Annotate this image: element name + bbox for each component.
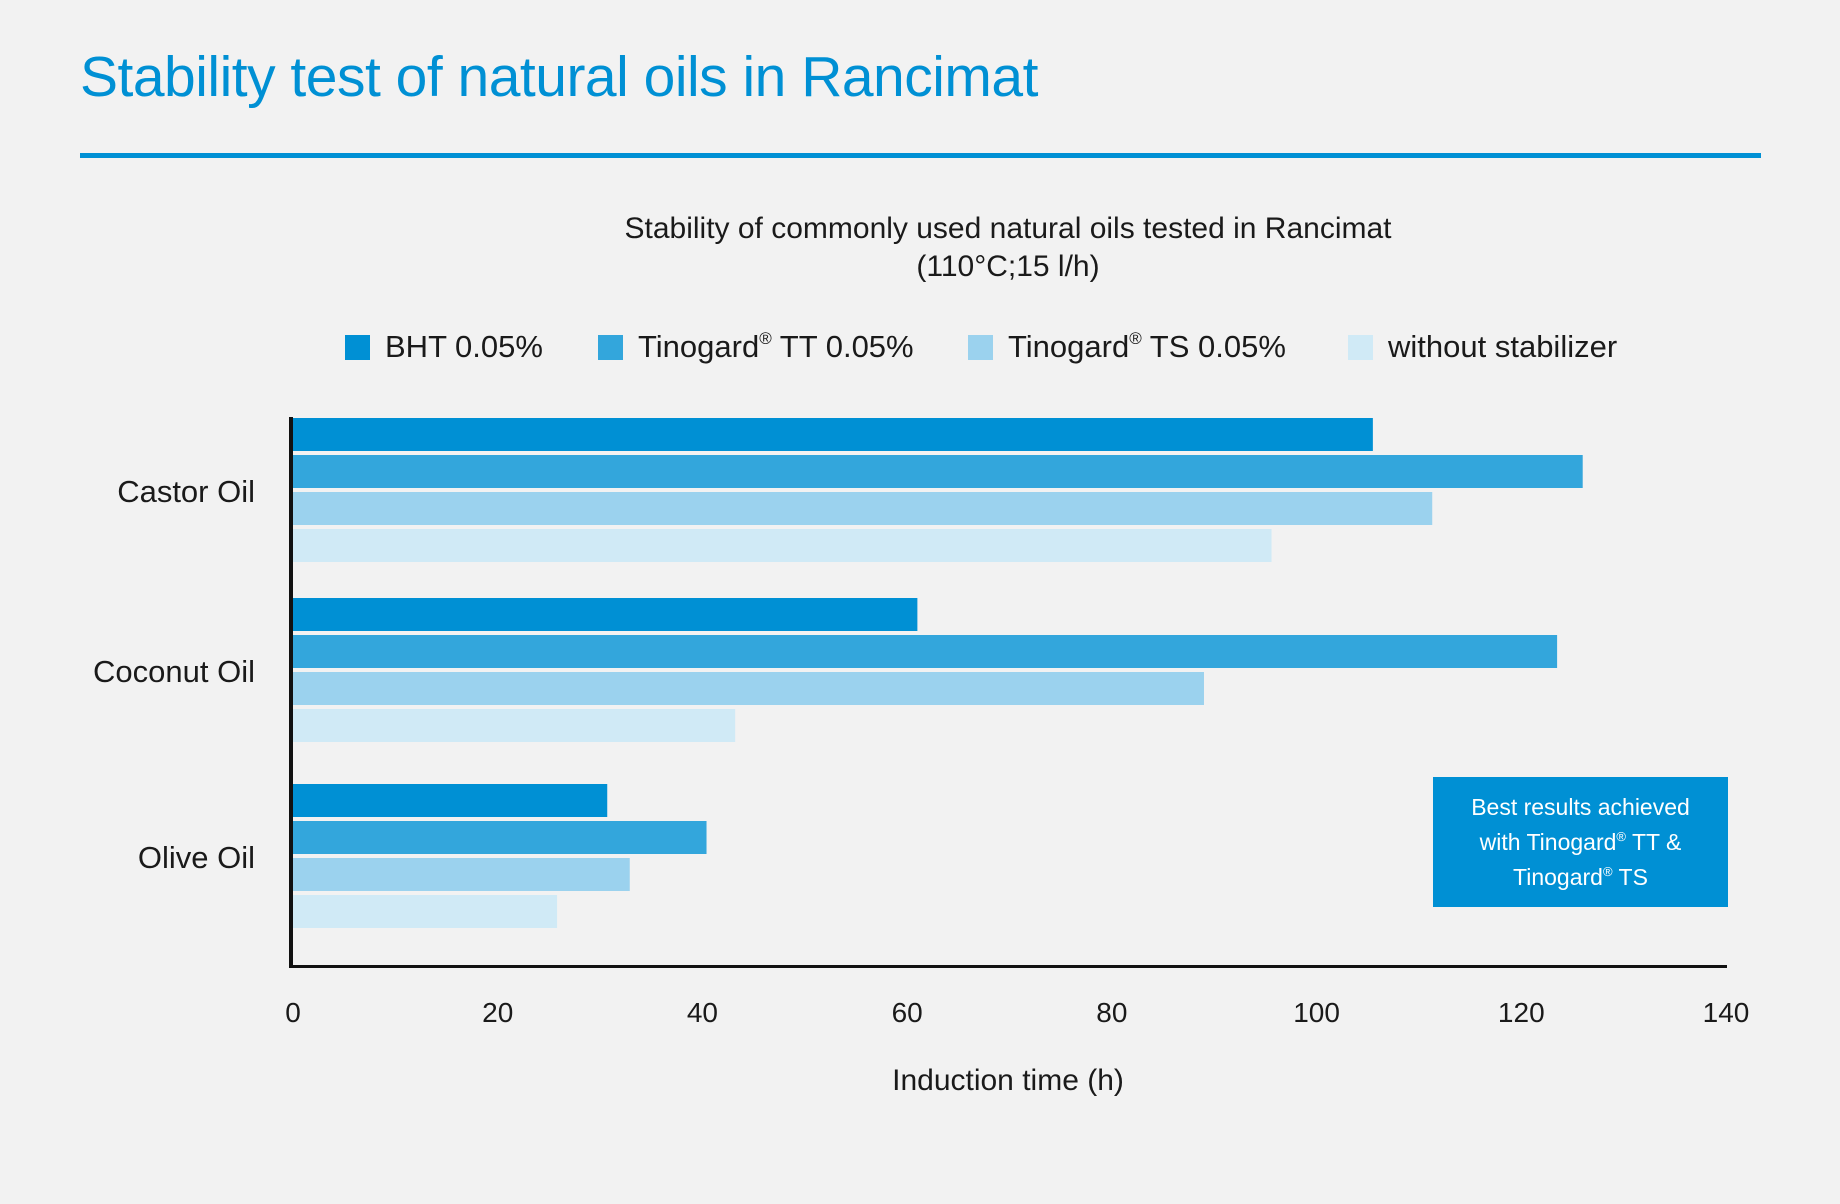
x-tick-label: 140 bbox=[1703, 997, 1750, 1028]
legend-label-without-stabilizer: without stabilizer bbox=[1388, 329, 1618, 364]
title-divider bbox=[80, 153, 1761, 158]
chart-legend: BHT 0.05% Tinogard® TT 0.05% Tinogard® T… bbox=[0, 326, 1840, 368]
x-tick-label: 120 bbox=[1498, 997, 1545, 1028]
callout-line-3: Tinogard® TS bbox=[1513, 863, 1648, 890]
page-title: Stability test of natural oils in Rancim… bbox=[80, 45, 1038, 109]
bar-castor-oil-series-2 bbox=[293, 492, 1433, 525]
bar-coconut-oil-series-0 bbox=[293, 598, 918, 631]
x-axis-title: Induction time (h) bbox=[892, 1064, 1124, 1097]
chart-subtitle: (110°C;15 l/h) bbox=[916, 250, 1100, 283]
legend-label-tinogard-ts: Tinogard® TS 0.05% bbox=[1008, 329, 1286, 364]
bar-coconut-oil-series-1 bbox=[293, 635, 1558, 668]
callout-line-1: Best results achieved bbox=[1471, 793, 1690, 820]
legend-swatch-bht bbox=[345, 334, 370, 360]
legend-swatch-tinogard-tt bbox=[598, 334, 623, 360]
bar-castor-oil-series-1 bbox=[293, 455, 1583, 488]
legend-item-tinogard-ts: Tinogard® TS 0.05% bbox=[968, 326, 1286, 368]
bar-castor-oil-series-0 bbox=[293, 418, 1373, 451]
chart-title: Stability of commonly used natural oils … bbox=[624, 212, 1392, 245]
legend-item-tinogard-tt: Tinogard® TT 0.05% bbox=[598, 326, 914, 368]
bar-olive-oil-series-0 bbox=[293, 784, 608, 817]
x-tick-label: 20 bbox=[482, 997, 513, 1028]
callout-box: Best results achieved with Tinogard® TT … bbox=[1433, 777, 1728, 907]
x-tick-label: 100 bbox=[1293, 997, 1340, 1028]
x-tick-label: 60 bbox=[892, 997, 923, 1028]
category-label: Olive Oil bbox=[138, 840, 255, 875]
bar-olive-oil-series-1 bbox=[293, 821, 707, 854]
x-tick-label: 0 bbox=[285, 997, 301, 1028]
bar-castor-oil-series-3 bbox=[293, 529, 1272, 562]
bar-coconut-oil-series-3 bbox=[293, 709, 736, 742]
x-tick-label: 40 bbox=[687, 997, 718, 1028]
legend-item-without-stabilizer: without stabilizer bbox=[1348, 326, 1617, 368]
bar-olive-oil-series-3 bbox=[293, 895, 558, 928]
bar-coconut-oil-series-2 bbox=[293, 672, 1204, 705]
category-label: Coconut Oil bbox=[93, 654, 255, 689]
legend-swatch-without-stabilizer bbox=[1348, 334, 1373, 360]
x-tick-label: 80 bbox=[1096, 997, 1127, 1028]
category-label: Castor Oil bbox=[117, 474, 255, 509]
callout-line-2: with Tinogard® TT & bbox=[1479, 828, 1682, 855]
legend-label-tinogard-tt: Tinogard® TT 0.05% bbox=[638, 329, 914, 364]
bar-olive-oil-series-2 bbox=[293, 858, 630, 891]
legend-label-bht: BHT 0.05% bbox=[385, 329, 543, 364]
legend-swatch-tinogard-ts bbox=[968, 334, 993, 360]
legend-item-bht: BHT 0.05% bbox=[345, 326, 543, 368]
